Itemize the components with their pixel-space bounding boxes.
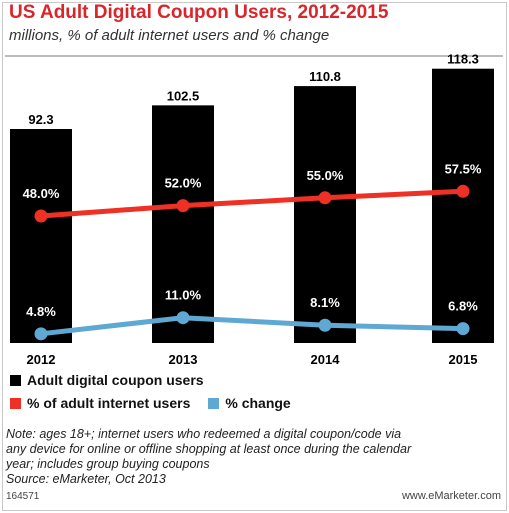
point-users-2013 bbox=[176, 199, 190, 213]
bar-2013 bbox=[152, 105, 214, 343]
note-line-1: Note: ages 18+; internet users who redee… bbox=[6, 427, 402, 441]
chart-note: Note: ages 18+; internet users who redee… bbox=[6, 427, 501, 487]
point-label-change-2014: 8.1% bbox=[310, 295, 340, 310]
legend-label-bars: Adult digital coupon users bbox=[27, 372, 204, 388]
bar-2015 bbox=[432, 68, 494, 343]
bar-2014 bbox=[294, 86, 356, 343]
note-source: Source: eMarketer, Oct 2013 bbox=[6, 472, 166, 486]
bar-2012 bbox=[10, 128, 72, 343]
bar-value-label-2012: 92.3 bbox=[28, 112, 53, 127]
line-users bbox=[38, 188, 466, 219]
point-label-users-2012: 48.0% bbox=[23, 186, 60, 201]
point-users-2012 bbox=[34, 209, 48, 223]
legend-swatch-internet-users bbox=[10, 397, 21, 409]
point-label-change-2012: 4.8% bbox=[26, 304, 56, 319]
legend-item-internet-users: % of adult internet users bbox=[10, 395, 190, 411]
category-label-2012: 2012 bbox=[27, 352, 56, 367]
note-line-3: year; includes group buying coupons bbox=[6, 457, 210, 471]
point-change-2014 bbox=[318, 318, 332, 332]
point-label-change-2015: 6.8% bbox=[448, 299, 478, 314]
point-users-2015 bbox=[456, 184, 470, 198]
point-label-users-2015: 57.5% bbox=[445, 161, 482, 176]
legend-swatch-pct-change bbox=[208, 397, 220, 409]
legend-row-bars: Adult digital coupon users bbox=[10, 372, 222, 388]
point-change-2012 bbox=[34, 327, 48, 341]
chart-title: US Adult Digital Coupon Users, 2012-2015 bbox=[9, 2, 389, 23]
category-label-2013: 2013 bbox=[169, 352, 198, 367]
legend-item-pct-change: % change bbox=[208, 395, 291, 411]
legend-item-bars: Adult digital coupon users bbox=[10, 372, 204, 388]
labels-layer: 92.3 2012 102.5 2013 110.8 2014 118.3 2015 48.0%… bbox=[23, 52, 482, 367]
legend-swatch-bars bbox=[10, 374, 21, 386]
point-label-users-2014: 55.0% bbox=[307, 168, 344, 183]
bars-layer bbox=[10, 68, 494, 343]
category-label-2015: 2015 bbox=[449, 352, 478, 367]
brand-credit: www.eMarketer.com bbox=[401, 490, 501, 502]
point-label-users-2013: 52.0% bbox=[165, 176, 202, 191]
point-label-change-2013: 11.0% bbox=[165, 288, 202, 303]
lines-layer bbox=[34, 184, 470, 341]
point-change-2015 bbox=[456, 322, 470, 336]
point-users-2014 bbox=[318, 191, 332, 205]
legend-row-lines: % of adult internet users % change bbox=[10, 395, 309, 411]
point-change-2013 bbox=[176, 311, 190, 325]
bar-value-label-2014: 110.8 bbox=[309, 69, 341, 84]
chart-subtitle: millions, % of adult internet users and … bbox=[9, 27, 330, 44]
bar-value-label-2015: 118.3 bbox=[447, 52, 479, 67]
chart-id: 164571 bbox=[6, 491, 40, 502]
note-line-2: any device for online or offline shoppin… bbox=[6, 442, 412, 456]
category-label-2014: 2014 bbox=[311, 352, 341, 367]
legend-label-internet-users: % of adult internet users bbox=[27, 395, 191, 411]
line-change bbox=[38, 315, 466, 337]
legend-label-pct-change: % change bbox=[225, 395, 291, 411]
bar-value-label-2013: 102.5 bbox=[167, 88, 200, 103]
